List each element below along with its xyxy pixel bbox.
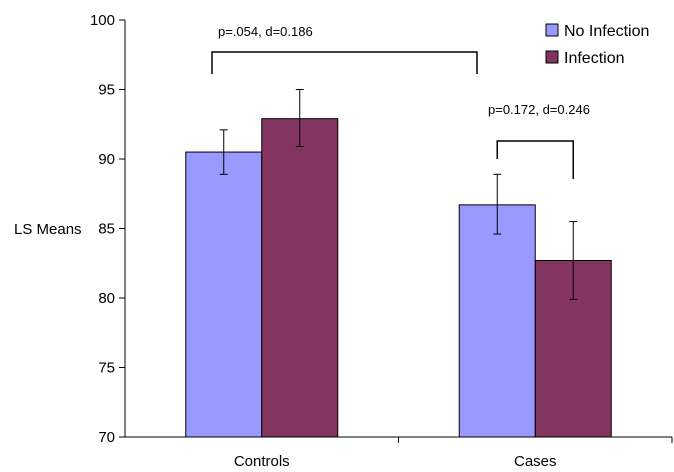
legend-label-no-infection: No Infection <box>564 23 649 40</box>
y-tick-label-85: 85 <box>98 221 115 238</box>
error-bars <box>219 89 578 300</box>
significance-brackets <box>211 51 574 179</box>
x-tick-label-controls: Controls <box>234 453 290 470</box>
bar-infection-controls <box>261 118 339 438</box>
legend-swatch-no-infection <box>545 23 559 37</box>
bar-no-infection-cases <box>458 204 536 438</box>
y-tick-label-75: 75 <box>98 360 115 377</box>
legend: No Infection Infection <box>545 23 649 67</box>
y-tick-label-90: 90 <box>98 151 115 168</box>
y-tick-label-100: 100 <box>90 12 115 29</box>
y-tick-label-80: 80 <box>98 290 115 307</box>
bracket-controls-vs-cases <box>211 51 478 74</box>
bars <box>185 118 612 438</box>
legend-label-infection: Infection <box>564 50 624 67</box>
bracket-cases-infection <box>496 140 574 179</box>
y-axis-label: LS Means <box>14 221 82 238</box>
bar-no-infection-controls <box>185 151 263 438</box>
x-tick-label-cases: Cases <box>514 453 557 470</box>
y-tick-label-70: 70 <box>98 429 115 446</box>
y-tick-label-95: 95 <box>98 82 115 99</box>
annotation-controls-vs-cases: p=.054, d=0.186 <box>218 24 313 39</box>
annotation-cases-infection: p=0.172, d=0.246 <box>488 102 590 117</box>
legend-swatch-infection <box>545 50 559 64</box>
